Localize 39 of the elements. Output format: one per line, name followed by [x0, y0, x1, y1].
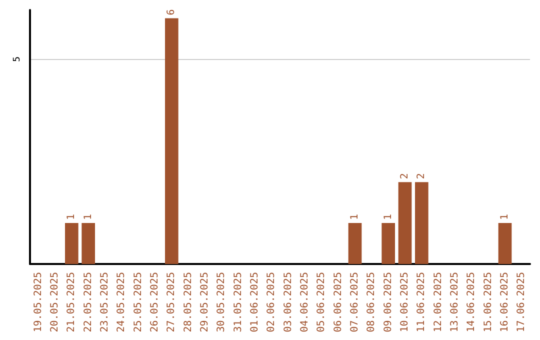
x-tick-label: 21.05.2025	[66, 272, 78, 332]
x-tick-label: 09.06.2025	[382, 272, 394, 332]
x-tick-label: 22.05.2025	[82, 272, 94, 332]
x-tick-label: 14.06.2025	[466, 272, 478, 332]
x-tick-label: 19.05.2025	[32, 272, 44, 332]
x-tick-label: 04.06.2025	[300, 272, 310, 332]
x-tick-label: 08.06.2025	[366, 272, 378, 332]
x-tick-label: 30.05.2025	[216, 272, 228, 332]
x-tick-label: 17.06.2025	[516, 272, 528, 332]
x-tick-label: 16.06.2025	[500, 272, 510, 332]
x-tick-label: 11.06.2025	[416, 272, 428, 332]
x-tick-label: 03.06.2025	[282, 272, 294, 332]
x-tick-label: 13.06.2025	[450, 272, 460, 332]
x-tick-label: 26.05.2025	[150, 272, 160, 332]
x-tick-label: 28.05.2025	[182, 272, 194, 332]
data-label: 1	[382, 214, 394, 220]
x-tick-label: 07.06.2025	[350, 272, 360, 332]
x-tick-label: 12.06.2025	[432, 272, 444, 332]
x-tick-label: 05.06.2025	[316, 272, 328, 332]
x-tick-label: 24.05.2025	[116, 272, 128, 332]
x-tick-label: 01.06.2025	[250, 272, 260, 332]
data-label: 6	[166, 9, 178, 16]
x-tick-label: 15.06.2025	[482, 272, 494, 332]
y-tick-label: 5	[12, 56, 22, 62]
x-tick-label: 06.06.2025	[332, 272, 344, 332]
x-tick-label: 10.06.2025	[400, 272, 410, 332]
data-label: 2	[416, 173, 428, 180]
data-label: 1	[350, 214, 360, 220]
x-tick-label: 25.05.2025	[132, 272, 144, 332]
x-tick-label: 02.06.2025	[266, 272, 278, 332]
data-label: 1	[500, 214, 510, 220]
x-tick-label: 27.05.2025	[166, 272, 178, 332]
x-tick-label: 23.05.2025	[100, 272, 110, 332]
x-tick-label: 20.05.2025	[50, 272, 60, 332]
x-tick-label: 29.05.2025	[200, 272, 210, 332]
data-label: 1	[82, 214, 94, 220]
data-label: 2	[400, 173, 410, 180]
data-label: 1	[66, 214, 78, 220]
x-tick-label: 31.05.2025	[232, 272, 244, 332]
